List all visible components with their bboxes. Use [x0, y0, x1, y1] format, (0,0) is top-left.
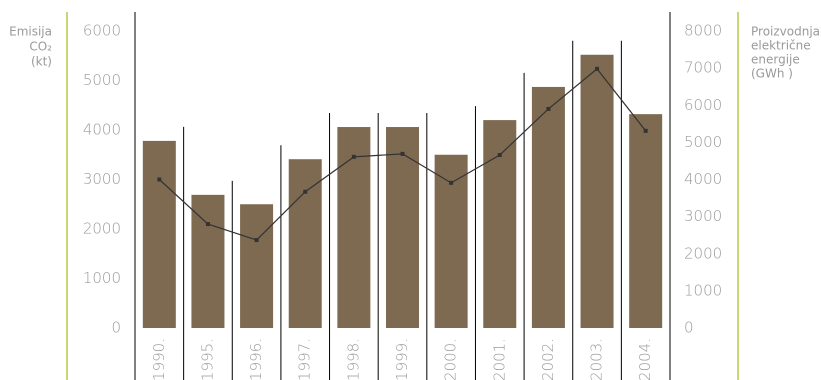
y2-tick-label: 8000: [684, 22, 722, 40]
x-tick-label: 1999.: [393, 338, 411, 380]
y2-tick-label: 3000: [684, 207, 722, 225]
bar: [580, 54, 614, 328]
x-tick-label: 1995.: [198, 338, 216, 380]
bar: [240, 204, 274, 328]
point: [497, 152, 502, 157]
y2-label: Proizvodnja: [751, 25, 820, 39]
bar: [483, 120, 517, 328]
y2-tick-label: 6000: [684, 96, 722, 114]
y-tick-label: 1000: [83, 269, 121, 287]
point: [303, 189, 308, 194]
y-tick-label: 4000: [83, 121, 121, 139]
point: [351, 154, 356, 159]
y2-tick-label: 2000: [684, 244, 722, 262]
bar: [337, 127, 371, 328]
point: [205, 222, 210, 227]
y-label: Emisija: [9, 25, 52, 39]
y2-tick-label: 5000: [684, 133, 722, 151]
point: [254, 238, 259, 243]
bar: [142, 140, 176, 328]
bar: [629, 114, 663, 328]
x-tick-label: 1996.: [247, 338, 265, 380]
x-tick-label: 2003.: [588, 338, 606, 380]
bar: [386, 127, 419, 328]
point: [157, 177, 162, 182]
y2-tick-label: 0: [684, 319, 694, 337]
y-tick-label: 3000: [83, 170, 121, 188]
y-tick-label: 2000: [83, 220, 121, 238]
y-tick-label: 5000: [83, 71, 121, 89]
y-label: CO₂: [29, 40, 52, 54]
x-tick-label: 2004.: [636, 338, 654, 380]
y-tick-label: 6000: [83, 22, 121, 40]
point: [546, 106, 551, 111]
y2-label: (GWh ): [751, 67, 793, 81]
y-label: (kt): [31, 55, 52, 69]
bar: [531, 86, 565, 328]
x-tick-label: 1998.: [344, 338, 362, 380]
x-tick-label: 1990.: [150, 338, 168, 380]
y2-tick-label: 7000: [684, 59, 722, 77]
bar: [434, 154, 468, 328]
point: [400, 151, 405, 156]
point: [643, 128, 648, 133]
point: [449, 180, 454, 185]
point: [595, 66, 600, 71]
y2-tick-label: 1000: [684, 281, 722, 299]
bar: [191, 194, 225, 328]
bar: [288, 159, 322, 328]
y2-tick-label: 4000: [684, 170, 722, 188]
y2-label: električne: [751, 39, 811, 53]
x-tick-label: 2002.: [539, 338, 557, 380]
x-tick-label: 2001.: [490, 338, 508, 380]
y2-label: energije: [751, 53, 800, 67]
x-tick-label: 2000.: [442, 338, 460, 380]
y-tick-label: 0: [111, 319, 121, 337]
x-tick-label: 1997.: [296, 338, 314, 380]
